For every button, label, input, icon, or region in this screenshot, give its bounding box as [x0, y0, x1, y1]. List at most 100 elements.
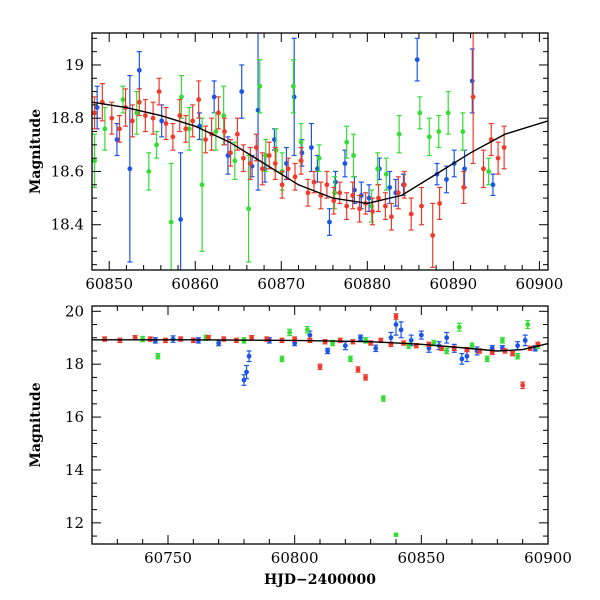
data-point — [228, 150, 233, 156]
data-point — [132, 335, 138, 341]
data-point — [342, 161, 348, 166]
data-point — [163, 121, 169, 126]
data-point — [206, 335, 211, 341]
data-point — [290, 83, 296, 89]
data-point — [311, 179, 317, 185]
data-point — [459, 356, 465, 362]
x-tick-label: 60800 — [271, 549, 319, 567]
data-point — [369, 203, 375, 209]
x-axis-label: HJD−2400000 — [264, 572, 376, 588]
data-point — [316, 155, 322, 161]
data-point — [136, 67, 142, 73]
model-curve — [92, 101, 548, 205]
data-point — [102, 126, 108, 132]
data-point — [307, 332, 313, 338]
data-point — [333, 179, 338, 185]
data-point — [109, 115, 115, 121]
x-tick-label: 60900 — [524, 549, 572, 567]
data-point — [292, 340, 298, 346]
y-tick-label: 18.8 — [51, 109, 84, 127]
data-point — [317, 364, 323, 370]
data-point — [291, 94, 297, 100]
data-point — [222, 129, 227, 134]
data-point — [127, 166, 133, 172]
data-point — [244, 369, 249, 375]
data-point — [196, 97, 202, 102]
series-2 — [102, 313, 541, 390]
data-point — [418, 332, 424, 338]
data-point — [414, 57, 420, 63]
data-point — [331, 198, 337, 204]
data-point — [199, 182, 205, 188]
data-point — [444, 335, 450, 341]
data-point — [383, 171, 389, 177]
data-point — [247, 161, 253, 166]
data-point — [279, 182, 285, 188]
data-point — [140, 336, 146, 342]
data-point — [298, 139, 304, 145]
data-point — [287, 330, 292, 335]
data-point — [393, 322, 399, 327]
plot-area — [92, 33, 548, 270]
data-point — [430, 232, 436, 238]
data-point — [150, 115, 156, 121]
data-point — [177, 113, 183, 118]
data-point — [120, 97, 126, 102]
y-tick-label: 19 — [65, 56, 84, 74]
y-axis-label: Magnitude — [28, 109, 44, 194]
x-tick-label: 60880 — [343, 275, 391, 293]
series-2 — [92, 33, 507, 268]
bottom-panel-full-light-curve: 60750 60800 60850 60900 12 14 16 18 20 Magnitude H… — [28, 302, 572, 588]
data-point — [292, 174, 298, 180]
data-point — [408, 211, 414, 217]
data-point — [366, 195, 372, 201]
data-point — [344, 203, 350, 209]
data-point — [239, 89, 245, 94]
data-point — [495, 155, 501, 161]
data-point — [419, 203, 424, 209]
data-point — [389, 214, 394, 220]
data-point — [179, 94, 184, 100]
data-point — [324, 182, 330, 188]
data-point — [130, 118, 135, 124]
data-point — [525, 322, 531, 327]
data-point — [363, 375, 368, 380]
data-point — [398, 327, 404, 333]
data-point — [285, 166, 291, 172]
data-point — [221, 336, 227, 342]
data-point — [348, 356, 353, 362]
data-point — [510, 351, 515, 356]
data-point — [417, 110, 423, 116]
data-point — [155, 353, 161, 359]
data-point — [395, 190, 401, 196]
data-point — [486, 169, 492, 174]
x-tick-label: 60900 — [516, 275, 564, 293]
data-point — [249, 335, 255, 341]
data-point — [439, 345, 444, 351]
data-point — [154, 142, 159, 148]
data-point — [444, 177, 449, 182]
data-point — [426, 134, 432, 140]
data-point — [358, 335, 363, 341]
data-point — [393, 314, 399, 319]
data-point — [380, 396, 386, 401]
data-point — [213, 129, 219, 134]
data-point — [396, 131, 402, 137]
data-point — [235, 131, 240, 137]
top-panel-zoomed-light-curve: 60850 60860 60870 60880 60890 60900 18.4 18.6 18… — [28, 32, 564, 293]
data-point — [178, 217, 184, 222]
data-point — [444, 348, 450, 354]
y-tick-label: 18.6 — [51, 162, 84, 180]
x-tick-label: 60870 — [257, 275, 305, 293]
data-point — [221, 113, 227, 118]
data-point — [216, 110, 221, 116]
data-point — [178, 336, 184, 342]
data-point — [469, 343, 475, 349]
data-point — [117, 126, 122, 132]
data-point — [388, 335, 394, 341]
data-point — [387, 185, 393, 190]
data-point — [469, 78, 475, 84]
y-tick-label: 20 — [65, 302, 84, 320]
data-point — [408, 337, 414, 343]
data-point — [142, 113, 148, 118]
